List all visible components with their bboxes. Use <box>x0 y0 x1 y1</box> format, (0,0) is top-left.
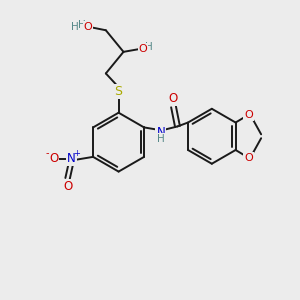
Text: O: O <box>63 180 72 193</box>
Text: O: O <box>84 22 92 32</box>
Text: H: H <box>70 22 78 32</box>
Text: O: O <box>244 153 253 163</box>
Text: H: H <box>157 134 165 144</box>
Text: S: S <box>115 85 123 98</box>
Text: O: O <box>139 44 148 54</box>
Text: N: N <box>67 152 76 165</box>
Text: H: H <box>145 42 153 52</box>
Text: O: O <box>168 92 177 106</box>
Text: O: O <box>244 110 253 120</box>
Text: -: - <box>45 148 49 158</box>
Text: O: O <box>49 152 58 165</box>
Text: +: + <box>73 149 80 158</box>
Text: H: H <box>78 20 86 30</box>
Text: N: N <box>156 126 165 139</box>
